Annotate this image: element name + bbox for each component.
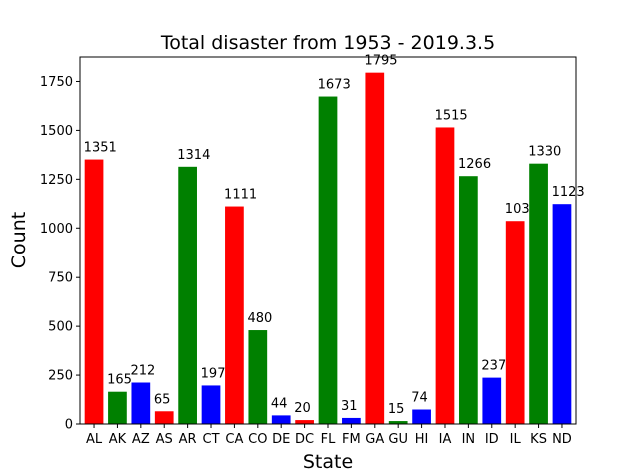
data-label: 65 xyxy=(154,392,171,407)
x-tick-label: GA xyxy=(365,432,384,447)
bar xyxy=(365,72,385,425)
x-tick-label: GU xyxy=(388,432,408,447)
x-tick-label: HI xyxy=(415,432,429,447)
data-label: 74 xyxy=(411,391,428,406)
bar xyxy=(388,421,408,424)
data-label: 31 xyxy=(341,399,358,414)
y-tick-label: 250 xyxy=(48,369,73,384)
x-tick-label: CT xyxy=(203,432,220,447)
x-tick-label: DC xyxy=(295,432,314,447)
data-label: 165 xyxy=(107,373,132,388)
bar xyxy=(201,385,221,424)
y-tick-label: 0 xyxy=(65,418,73,433)
x-tick-label: AL xyxy=(86,432,103,447)
bar xyxy=(271,415,291,424)
y-tick-label: 1750 xyxy=(40,75,73,90)
x-tick-label: AS xyxy=(156,432,173,447)
x-tick-label: IN xyxy=(462,432,476,447)
data-label: 197 xyxy=(201,366,226,381)
y-tick-label: 750 xyxy=(48,271,73,286)
x-tick-label: FM xyxy=(342,432,361,447)
bar xyxy=(248,330,268,424)
bar xyxy=(505,221,525,424)
x-tick-label: CA xyxy=(225,432,243,447)
data-label: 237 xyxy=(481,359,506,374)
bar xyxy=(412,409,431,424)
data-label: 1330 xyxy=(528,145,561,160)
data-label: 1266 xyxy=(458,157,491,172)
x-tick-label: KS xyxy=(530,432,547,447)
bar xyxy=(225,206,244,424)
x-tick-label: DE xyxy=(272,432,290,447)
y-tick-label: 1000 xyxy=(40,222,73,237)
data-label: 1515 xyxy=(435,108,468,123)
data-label: 20 xyxy=(294,401,311,416)
bar xyxy=(131,382,151,424)
plot-frame xyxy=(79,56,577,425)
y-axis-label: Count xyxy=(8,212,30,268)
y-tick-label: 1250 xyxy=(40,173,73,188)
x-tick-label: AK xyxy=(109,432,127,447)
data-label: 1123 xyxy=(552,185,585,200)
plot-area: 0 250 500 750 1000 1250 1500 1750 AL 1351 AK 165 AZ 2… xyxy=(40,54,585,447)
y-tick-label: 500 xyxy=(48,320,73,335)
bar xyxy=(529,163,548,424)
x-tick-label: CO xyxy=(248,432,267,447)
bar xyxy=(108,391,127,424)
data-label: 1314 xyxy=(177,148,210,163)
x-tick-label: FL xyxy=(321,432,336,447)
data-label: 1351 xyxy=(84,141,117,156)
bar xyxy=(154,411,174,424)
bar xyxy=(84,159,104,424)
data-label: 15 xyxy=(388,402,405,417)
bar xyxy=(552,204,572,424)
bar xyxy=(178,166,197,424)
data-label: 44 xyxy=(271,396,288,411)
data-label: 1111 xyxy=(224,188,257,203)
bar xyxy=(435,127,455,425)
x-tick-label: IA xyxy=(439,432,452,447)
bar xyxy=(459,176,478,424)
data-label: 1673 xyxy=(318,78,351,93)
bar xyxy=(342,417,361,424)
chart-title: Total disaster from 1953 - 2019.3.5 xyxy=(160,32,495,54)
x-tick-label: IL xyxy=(510,432,522,447)
y-tick-label: 1500 xyxy=(40,124,73,139)
bar xyxy=(482,377,502,424)
x-axis-label: State xyxy=(303,451,353,473)
data-label: 212 xyxy=(130,364,155,379)
x-tick-label: ND xyxy=(552,432,572,447)
bar xyxy=(295,420,314,424)
bar xyxy=(318,96,338,424)
x-tick-label: AZ xyxy=(132,432,150,447)
x-tick-label: AR xyxy=(179,432,197,447)
data-label: 480 xyxy=(247,311,272,326)
x-tick-label: ID xyxy=(485,432,499,447)
data-label: 1795 xyxy=(364,54,397,69)
